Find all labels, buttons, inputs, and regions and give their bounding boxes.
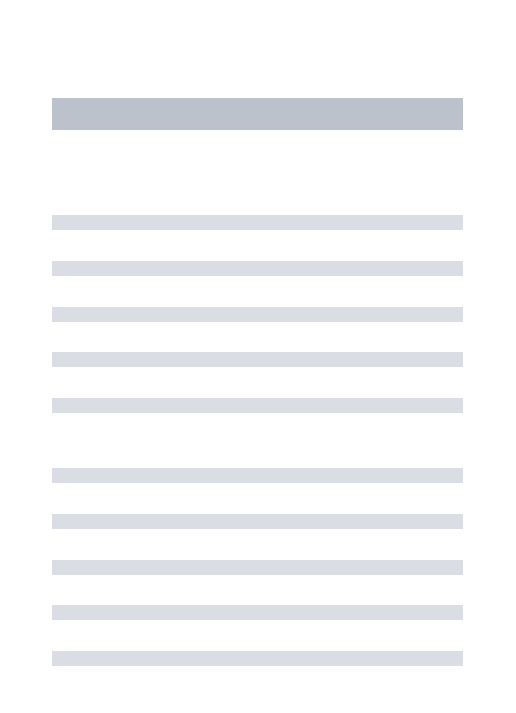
text-line-placeholder [52, 352, 463, 367]
text-line-placeholder [52, 560, 463, 575]
text-line-placeholder [52, 651, 463, 666]
text-line-placeholder [52, 468, 463, 483]
text-line-placeholder [52, 215, 463, 230]
text-line-placeholder [52, 514, 463, 529]
text-line-placeholder [52, 398, 463, 413]
text-line-placeholder [52, 307, 463, 322]
text-line-placeholder [52, 261, 463, 276]
text-line-placeholder [52, 605, 463, 620]
title-placeholder [52, 98, 463, 130]
